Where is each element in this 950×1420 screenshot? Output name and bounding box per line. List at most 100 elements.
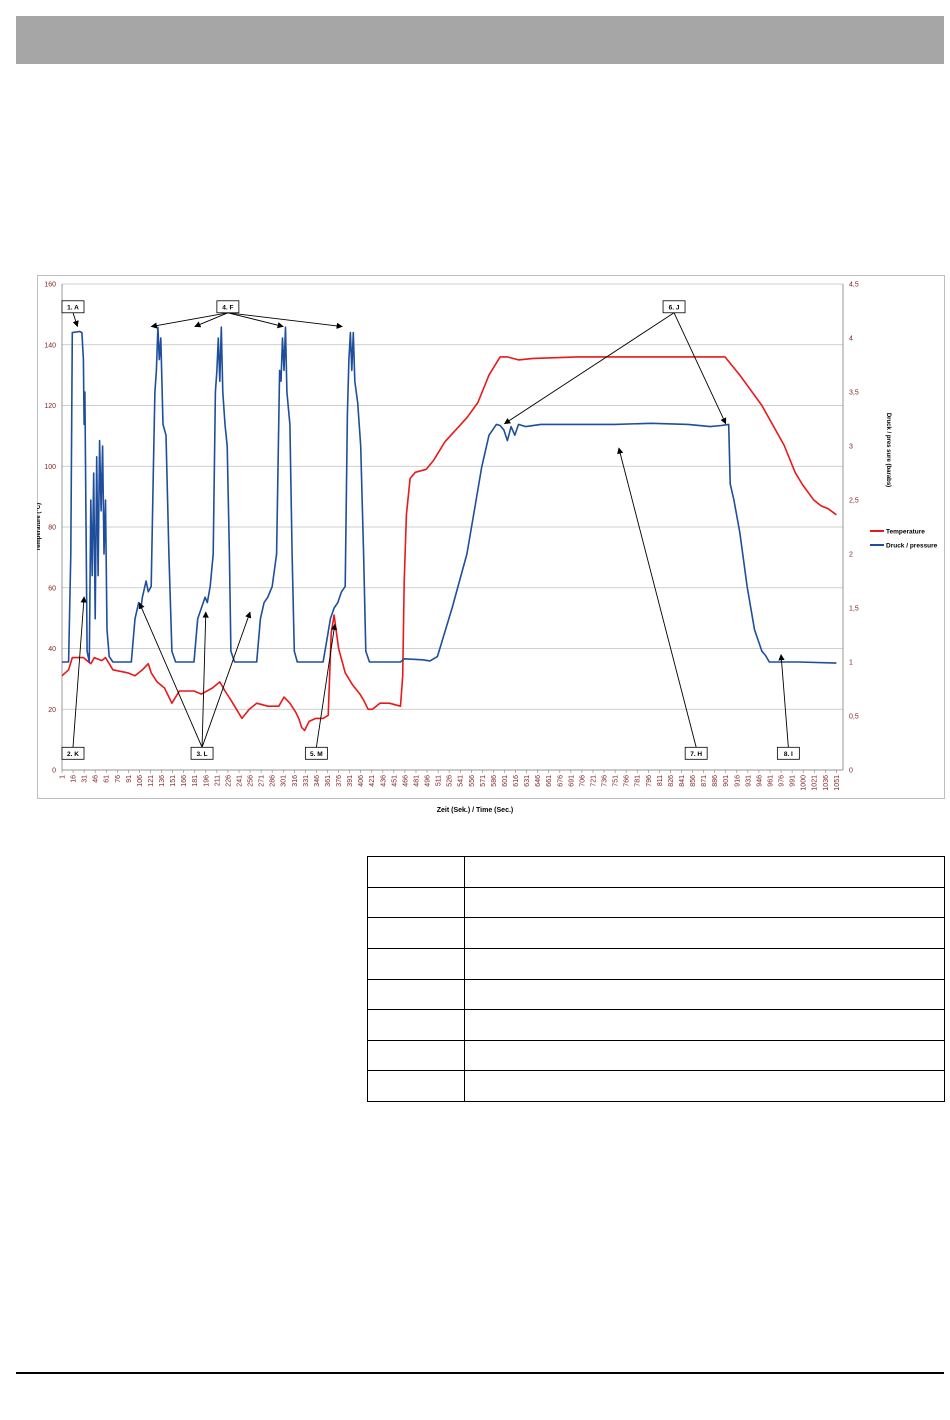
table-row xyxy=(367,947,945,980)
y-tick-label-left: 40 xyxy=(48,646,56,653)
x-tick-label: 91 xyxy=(126,775,133,783)
series-line-temperature xyxy=(61,356,837,732)
x-tick-label: 931 xyxy=(745,775,752,787)
x-tick-label: 631 xyxy=(524,775,531,787)
x-tick-label: 976 xyxy=(779,775,786,787)
x-tick-label: 466 xyxy=(402,775,409,787)
x-tick-label: 436 xyxy=(380,775,387,787)
y-tick-label-left: 120 xyxy=(44,403,56,410)
x-tick-label: 451 xyxy=(391,775,398,787)
table-cell xyxy=(367,978,465,1011)
x-tick-label: 1021 xyxy=(812,775,819,791)
y-tick-label-left: 140 xyxy=(44,342,56,349)
annotation-label: 7. H xyxy=(690,751,702,758)
annotation-arrow xyxy=(778,653,789,748)
series-line-pressure xyxy=(62,326,837,664)
header-bar xyxy=(16,16,944,64)
x-tick-label: 46 xyxy=(93,775,100,783)
table-row xyxy=(367,886,945,919)
footer-line xyxy=(16,1372,944,1374)
x-tick-label: 121 xyxy=(148,775,155,787)
x-tick-label: 991 xyxy=(790,775,797,787)
y-axis-title-right: Druck / pres sure (barabs) xyxy=(885,413,891,487)
x-tick-label: 16 xyxy=(71,775,78,783)
x-tick-label: 1000 xyxy=(801,775,808,791)
x-tick-label: 256 xyxy=(248,775,255,787)
table-cell xyxy=(464,978,945,1011)
annotation-arrow xyxy=(227,312,343,329)
annotation-arrow xyxy=(201,611,209,748)
x-tick-label: 526 xyxy=(447,775,454,787)
annotation-arrow xyxy=(201,611,252,748)
x-tick-label: 691 xyxy=(568,775,575,787)
annotation-arrow xyxy=(503,312,675,425)
annotation-label: 8. I xyxy=(784,751,793,758)
annotation-arrow xyxy=(138,602,203,748)
x-tick-label: 916 xyxy=(734,775,741,787)
x-tick-label: 961 xyxy=(767,775,774,787)
x-tick-label: 181 xyxy=(192,775,199,787)
x-tick-label: 376 xyxy=(336,775,343,787)
x-tick-label: 211 xyxy=(214,775,221,786)
x-tick-label: 391 xyxy=(347,775,354,787)
x-tick-label: 826 xyxy=(668,775,675,787)
table-cell xyxy=(367,1070,465,1102)
x-tick-label: 901 xyxy=(723,775,730,787)
x-tick-label: 811 xyxy=(657,775,664,786)
y-tick-label-left: 60 xyxy=(48,585,56,592)
x-tick-label: 76 xyxy=(115,775,122,783)
x-tick-label: 331 xyxy=(303,775,310,787)
y-tick-label-right: 3,5 xyxy=(849,390,859,397)
x-tick-label: 586 xyxy=(491,775,498,787)
x-tick-label: 841 xyxy=(679,775,686,787)
x-tick-label: 856 xyxy=(690,775,697,787)
label-table xyxy=(367,856,945,1102)
annotation-label: 1. A xyxy=(67,304,79,311)
x-axis-title: Zeit (Sek.) / Time (Sec.) xyxy=(436,807,514,814)
annotation-arrow xyxy=(315,623,338,748)
temperature-pressure-chart: 0 20 40 60 80 100 120 140 160 0 0,5 1 1,5 2 2,5 3 3,5 4 4,… xyxy=(37,282,938,791)
annotation-label: 2. K xyxy=(67,751,79,758)
x-tick-label: 406 xyxy=(358,775,365,787)
x-tick-label: 1051 xyxy=(834,775,841,791)
legend-label: Druck / pressure xyxy=(886,543,938,550)
table-row xyxy=(367,978,945,1011)
annotation-label: 4. F xyxy=(222,304,233,311)
y-tick-label-left: 0 xyxy=(52,768,56,775)
x-tick-label: 946 xyxy=(756,775,763,787)
x-tick-label: 271 xyxy=(259,775,266,787)
y-tick-label-right: 4 xyxy=(849,336,853,343)
x-tick-label: 301 xyxy=(281,775,288,787)
annotation-label: 3. L xyxy=(196,751,207,758)
y-tick-label-right: 1,5 xyxy=(849,606,859,613)
x-tick-label: 541 xyxy=(458,775,465,787)
x-tick-label: 661 xyxy=(546,775,553,787)
table-cell xyxy=(464,886,945,919)
table-cell xyxy=(367,886,465,919)
x-tick-label: 151 xyxy=(170,775,177,787)
table-cell xyxy=(367,917,465,949)
annotation-arrow xyxy=(227,312,284,329)
annotation-arrow xyxy=(617,447,697,748)
y-tick-label-right: 2,5 xyxy=(849,498,859,505)
annotation-arrow xyxy=(194,312,229,328)
table-cell xyxy=(464,856,945,888)
y-tick-label-left: 100 xyxy=(44,464,56,471)
x-tick-label: 511 xyxy=(436,775,443,786)
table-row xyxy=(367,1009,945,1041)
x-tick-label: 886 xyxy=(712,775,719,787)
y-tick-label-left: 20 xyxy=(48,707,56,714)
annotation-arrow xyxy=(150,312,228,329)
x-tick-label: 616 xyxy=(513,775,520,787)
x-tick-label: 571 xyxy=(480,775,487,787)
table-cell xyxy=(464,947,945,980)
x-tick-label: 706 xyxy=(579,775,586,787)
x-tick-label: 751 xyxy=(613,775,620,787)
table-row xyxy=(367,1070,945,1102)
x-tick-label: 676 xyxy=(557,775,564,787)
x-tick-label: 1036 xyxy=(823,775,830,791)
annotation-arrow xyxy=(72,596,87,748)
x-tick-label: 481 xyxy=(413,775,420,787)
table-cell xyxy=(464,917,945,949)
x-tick-label: 721 xyxy=(590,775,597,787)
